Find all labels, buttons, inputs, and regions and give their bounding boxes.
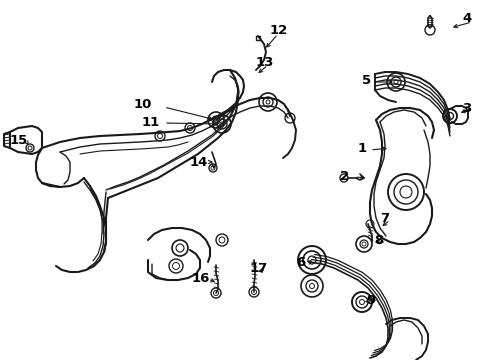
Text: 1: 1 [358,141,367,154]
Text: 4: 4 [462,12,471,24]
Text: 14: 14 [190,156,208,168]
Text: 10: 10 [134,98,152,111]
Text: 11: 11 [142,116,160,129]
Text: 2: 2 [340,170,349,183]
Text: 7: 7 [380,211,389,225]
Text: 6: 6 [296,256,305,269]
Text: 16: 16 [192,271,210,284]
Text: 12: 12 [270,23,288,36]
Text: 9: 9 [366,293,375,306]
Text: 13: 13 [256,55,274,68]
Text: 8: 8 [374,234,383,247]
Text: 3: 3 [462,102,471,114]
Text: 15: 15 [10,134,28,147]
Text: 5: 5 [362,73,371,86]
Text: 17: 17 [250,261,268,274]
